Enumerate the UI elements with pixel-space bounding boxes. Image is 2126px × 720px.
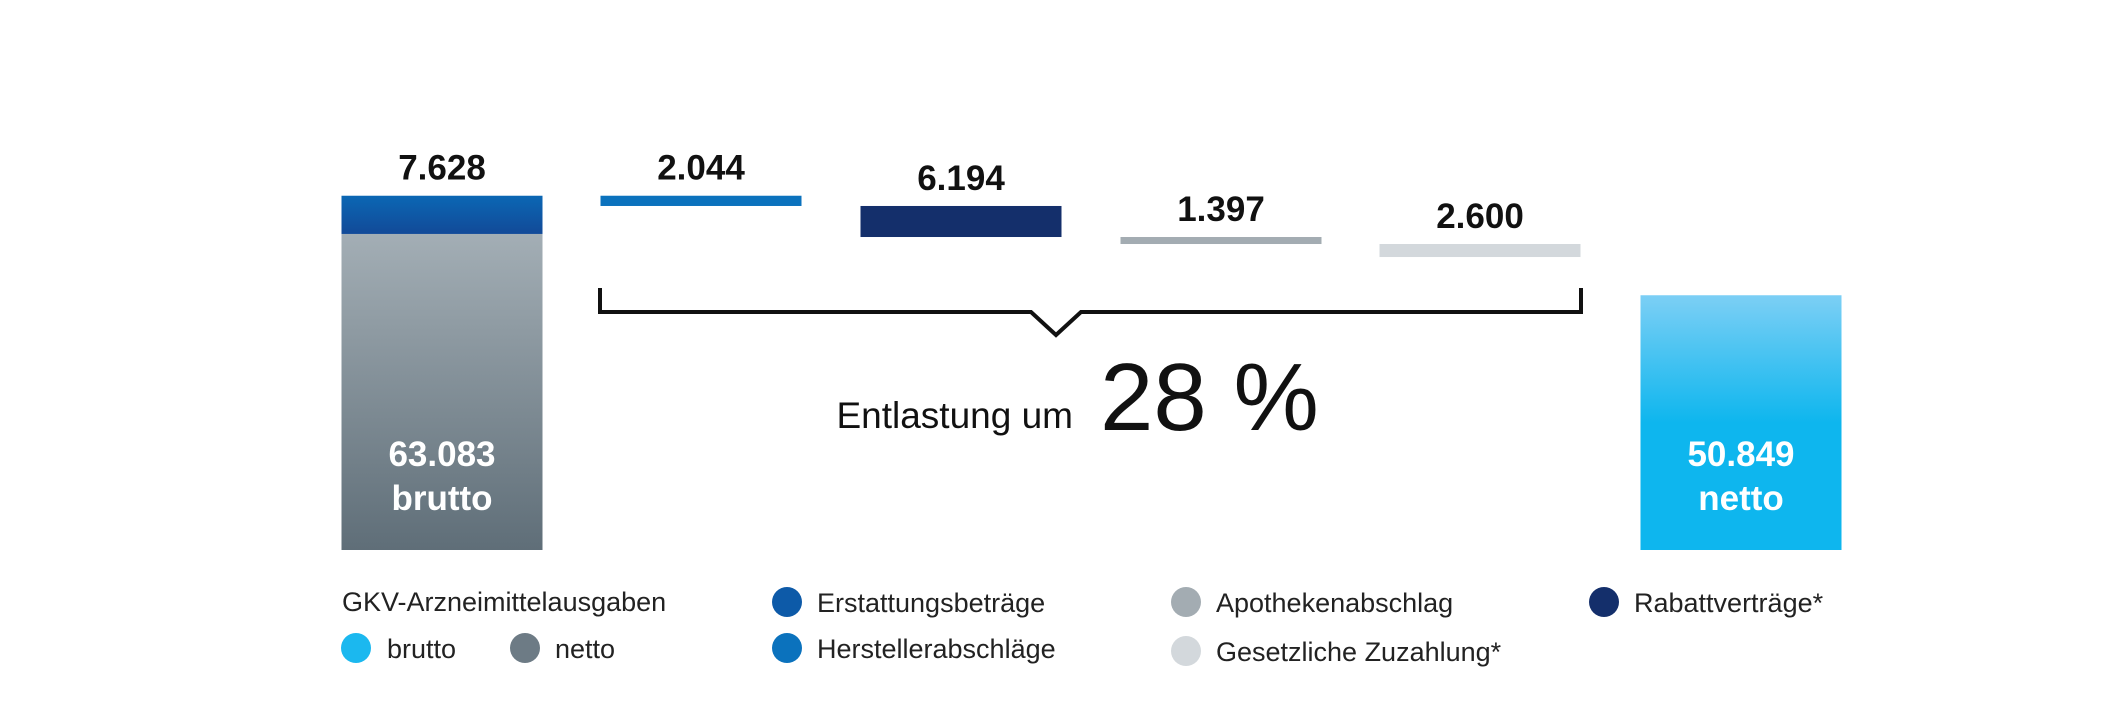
legend-swatch-rabattvertraege xyxy=(1589,587,1619,617)
summary-bracket xyxy=(598,288,1583,338)
legend-swatch-herstellerabschlaege xyxy=(772,633,802,663)
bar-apothekenabschlag xyxy=(1120,237,1322,245)
legend-swatch-apothekenabschlag xyxy=(1171,587,1201,617)
data-label-gesetzliche-zuzahlung: 2.600 xyxy=(1436,197,1524,236)
bar-brutto xyxy=(341,233,543,550)
legend-heading: GKV-Arzneimittelausgaben xyxy=(342,587,666,617)
legend-label-herstellerabschlaege: Herstellerabschläge xyxy=(817,634,1056,664)
data-label-netto-sub: netto xyxy=(1698,479,1784,518)
legend-label-brutto: brutto xyxy=(387,634,456,664)
data-label-brutto-top: 7.628 xyxy=(398,149,486,188)
bar-gesetzliche-zuzahlung xyxy=(1379,244,1581,258)
data-label-rabattvertraege: 6.194 xyxy=(917,159,1005,198)
data-label-erstattungsbetraege: 2.044 xyxy=(657,149,745,188)
bar-erstattungsbetraege xyxy=(600,195,802,206)
legend-label-apothekenabschlag: Apothekenabschlag xyxy=(1216,588,1453,618)
data-label-apothekenabschlag: 1.397 xyxy=(1177,190,1265,229)
legend-swatch-gesetzliche-zuzahlung xyxy=(1171,636,1201,666)
bar-netto xyxy=(1640,295,1842,550)
legend-label-gesetzliche-zuzahlung: Gesetzliche Zuzahlung* xyxy=(1216,637,1502,667)
data-label-brutto-value: 63.083 xyxy=(388,435,495,474)
annotation-text: Entlastung um xyxy=(836,395,1073,436)
legend-swatch-brutto xyxy=(341,633,371,663)
legend-swatch-netto xyxy=(510,633,540,663)
legend-label-netto: netto xyxy=(555,634,615,664)
legend-label-erstattungsbetraege: Erstattungsbeträge xyxy=(817,588,1045,618)
annotation-percent: 28 % xyxy=(1100,344,1319,451)
legend-label-rabattvertraege: Rabattverträge* xyxy=(1634,588,1824,618)
bar-rabattvertraege xyxy=(860,205,1062,238)
bar-brutto-top xyxy=(341,195,543,234)
data-label-brutto-sub: brutto xyxy=(391,479,492,518)
legend-swatch-erstattungsbetraege xyxy=(772,587,802,617)
data-label-netto-value: 50.849 xyxy=(1687,435,1794,474)
